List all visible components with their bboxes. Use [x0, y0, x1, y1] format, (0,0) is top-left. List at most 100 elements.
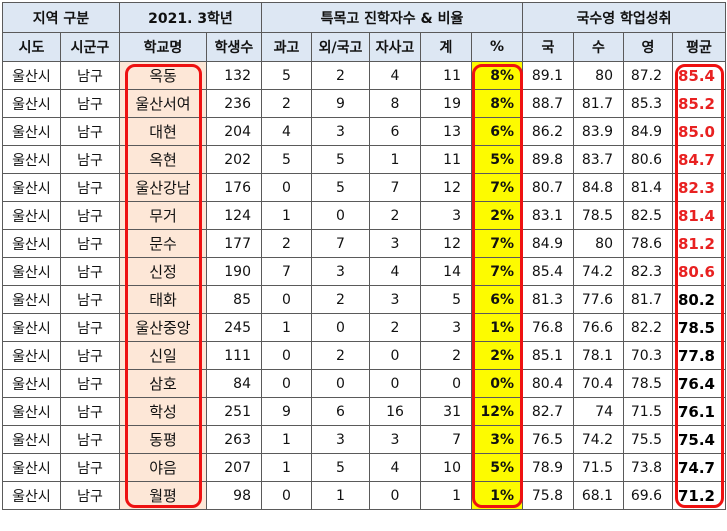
school-stats-table: 지역 구분 2021. 3학년 특목고 진학자수 & 비율 국수영 학업성취 시…: [2, 2, 726, 510]
school-name-cell: 옥동: [119, 61, 207, 90]
school-name-cell: 무거: [119, 201, 207, 230]
math-score-cell: 74.2: [573, 425, 624, 454]
table-row: 울산시 남구 옥현 202 5 5 1 11 5% 89.8 83.7 80.6 84.7: [2, 145, 726, 174]
sci-count-cell: 1: [261, 453, 312, 482]
kor-score-cell: 81.3: [522, 285, 574, 314]
students-cell: 245: [206, 313, 262, 342]
eng-score-cell: 71.5: [623, 397, 673, 426]
students-cell: 263: [206, 425, 262, 454]
total-count-cell: 12: [420, 173, 472, 202]
city-cell: 울산시: [2, 257, 61, 286]
table-body: 울산시 남구 옥동 132 5 2 4 11 8% 89.1 80 87.2 85.4 울산시 남구 울산서여…: [2, 61, 726, 510]
eng-score-cell: 70.3: [623, 341, 673, 370]
district-cell: 남구: [60, 285, 120, 314]
city-cell: 울산시: [2, 201, 61, 230]
city-cell: 울산시: [2, 89, 61, 118]
pct-cell: 5%: [471, 453, 523, 482]
total-count-cell: 3: [420, 201, 472, 230]
eng-score-cell: 85.3: [623, 89, 673, 118]
eng-score-cell: 82.5: [623, 201, 673, 230]
column-header-eng: 영: [623, 32, 673, 62]
district-cell: 남구: [60, 145, 120, 174]
kor-score-cell: 85.1: [522, 341, 574, 370]
sci-count-cell: 2: [261, 229, 312, 258]
column-header-kor: 국: [522, 32, 574, 62]
table-row: 울산시 남구 문수 177 2 7 3 12 7% 84.9 80 78.6 81.2: [2, 229, 726, 258]
district-cell: 남구: [60, 313, 120, 342]
avg-score-cell: 74.7: [672, 453, 726, 482]
math-score-cell: 84.8: [573, 173, 624, 202]
kor-score-cell: 84.9: [522, 229, 574, 258]
sci-count-cell: 5: [261, 61, 312, 90]
column-header-students: 학생수: [206, 32, 262, 62]
school-name-cell: 신정: [119, 257, 207, 286]
students-cell: 176: [206, 173, 262, 202]
math-score-cell: 78.1: [573, 341, 624, 370]
avg-score-cell: 81.4: [672, 201, 726, 230]
pct-cell: 3%: [471, 425, 523, 454]
district-cell: 남구: [60, 173, 120, 202]
foreign-count-cell: 5: [311, 145, 370, 174]
city-cell: 울산시: [2, 61, 61, 90]
private-count-cell: 2: [369, 201, 421, 230]
foreign-count-cell: 0: [311, 369, 370, 398]
avg-score-cell: 77.8: [672, 341, 726, 370]
eng-score-cell: 75.5: [623, 425, 673, 454]
school-name-cell: 울산강남: [119, 173, 207, 202]
foreign-count-cell: 2: [311, 61, 370, 90]
students-cell: 132: [206, 61, 262, 90]
district-cell: 남구: [60, 61, 120, 90]
city-cell: 울산시: [2, 481, 61, 510]
kor-score-cell: 88.7: [522, 89, 574, 118]
pct-cell: 2%: [471, 201, 523, 230]
column-header-city: 시도: [2, 32, 61, 62]
column-header-sci: 과고: [261, 32, 312, 62]
column-header-math: 수: [573, 32, 624, 62]
math-score-cell: 74: [573, 397, 624, 426]
city-cell: 울산시: [2, 145, 61, 174]
private-count-cell: 2: [369, 313, 421, 342]
private-count-cell: 16: [369, 397, 421, 426]
math-score-cell: 81.7: [573, 89, 624, 118]
city-cell: 울산시: [2, 397, 61, 426]
total-count-cell: 1: [420, 481, 472, 510]
eng-score-cell: 81.4: [623, 173, 673, 202]
district-cell: 남구: [60, 425, 120, 454]
district-cell: 남구: [60, 369, 120, 398]
table-row: 울산시 남구 신일 111 0 2 0 2 2% 85.1 78.1 70.3 77.8: [2, 341, 726, 370]
sci-count-cell: 1: [261, 201, 312, 230]
district-cell: 남구: [60, 397, 120, 426]
district-cell: 남구: [60, 229, 120, 258]
total-count-cell: 11: [420, 145, 472, 174]
private-count-cell: 4: [369, 257, 421, 286]
pct-cell: 7%: [471, 229, 523, 258]
group-header-region: 지역 구분: [2, 2, 120, 33]
foreign-count-cell: 5: [311, 173, 370, 202]
avg-score-cell: 81.2: [672, 229, 726, 258]
private-count-cell: 1: [369, 145, 421, 174]
private-count-cell: 7: [369, 173, 421, 202]
foreign-count-cell: 6: [311, 397, 370, 426]
pct-cell: 7%: [471, 173, 523, 202]
kor-score-cell: 82.7: [522, 397, 574, 426]
avg-score-cell: 80.6: [672, 257, 726, 286]
pct-cell: 0%: [471, 369, 523, 398]
math-score-cell: 74.2: [573, 257, 624, 286]
eng-score-cell: 69.6: [623, 481, 673, 510]
column-header-pct: %: [471, 32, 523, 62]
sci-count-cell: 0: [261, 341, 312, 370]
sci-count-cell: 1: [261, 425, 312, 454]
eng-score-cell: 82.2: [623, 313, 673, 342]
eng-score-cell: 82.3: [623, 257, 673, 286]
foreign-count-cell: 2: [311, 285, 370, 314]
foreign-count-cell: 1: [311, 481, 370, 510]
city-cell: 울산시: [2, 173, 61, 202]
kor-score-cell: 76.8: [522, 313, 574, 342]
city-cell: 울산시: [2, 285, 61, 314]
school-stats-table-container: 지역 구분 2021. 3학년 특목고 진학자수 & 비율 국수영 학업성취 시…: [2, 2, 726, 510]
table-row: 울산시 남구 야음 207 1 5 4 10 5% 78.9 71.5 73.8 74.7: [2, 453, 726, 482]
table-row: 울산시 남구 신정 190 7 3 4 14 7% 85.4 74.2 82.3 80.6: [2, 257, 726, 286]
sci-count-cell: 0: [261, 285, 312, 314]
foreign-count-cell: 5: [311, 453, 370, 482]
students-cell: 177: [206, 229, 262, 258]
